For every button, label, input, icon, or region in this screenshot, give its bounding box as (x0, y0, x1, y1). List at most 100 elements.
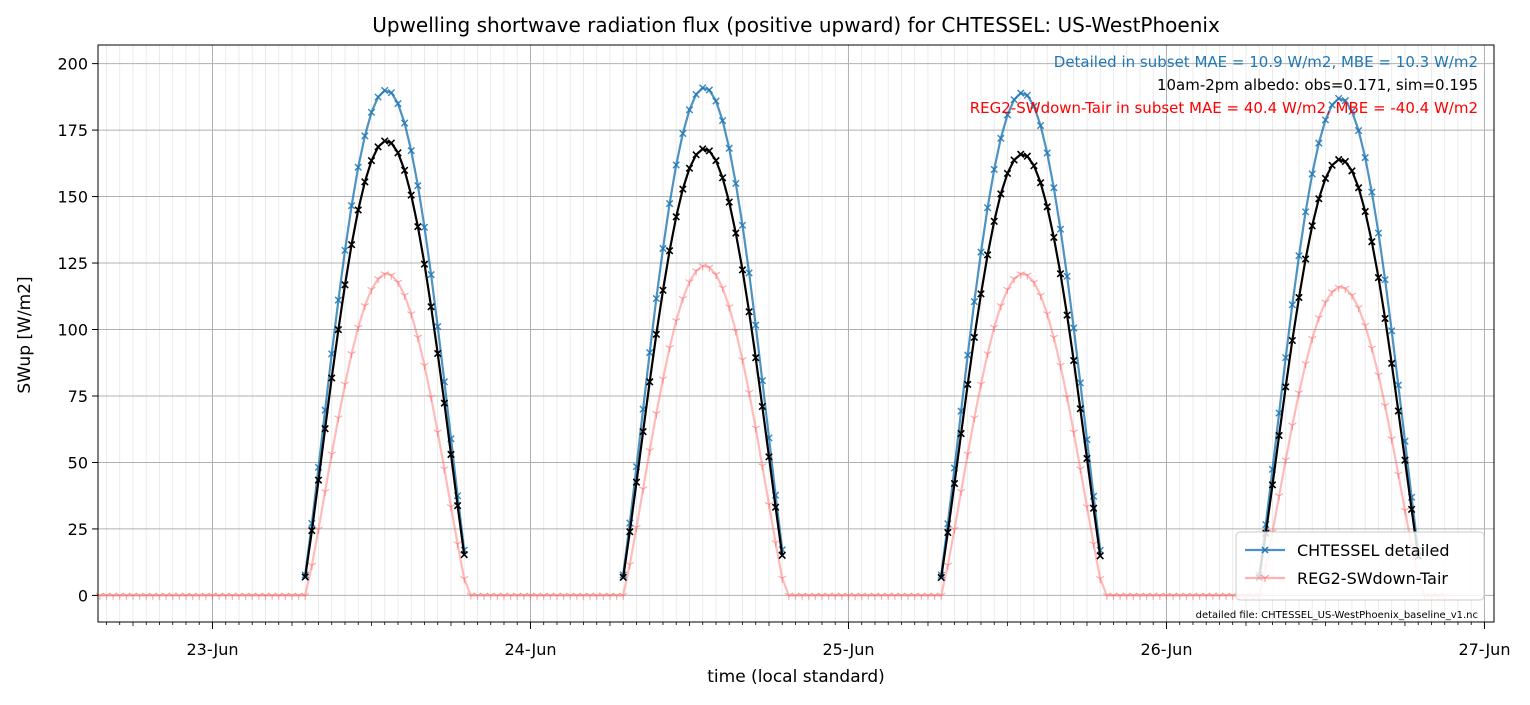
point-observed (341, 281, 349, 289)
point-reg2 (698, 263, 707, 271)
point-observed (1368, 237, 1376, 246)
point-detailed (1321, 116, 1330, 124)
point-reg2 (1096, 575, 1105, 584)
series-detailed (301, 84, 1422, 579)
point-detailed (387, 88, 396, 97)
point-reg2 (1387, 436, 1396, 444)
point-observed (414, 222, 422, 231)
point-reg2 (426, 394, 436, 402)
point-observed (957, 429, 965, 438)
point-reg2 (1367, 345, 1377, 353)
x-tick-label: 23-Jun (186, 640, 238, 659)
point-observed (1407, 505, 1416, 514)
point-detailed (672, 161, 680, 169)
point-detailed (394, 99, 402, 108)
point-observed (447, 450, 455, 459)
point-reg2 (1354, 304, 1363, 313)
point-detailed (1043, 149, 1051, 157)
point-reg2 (705, 264, 714, 272)
point-detailed (685, 106, 694, 114)
point-observed (1321, 174, 1330, 183)
point-reg2 (387, 272, 396, 280)
point-observed (1275, 431, 1283, 440)
point-detailed (334, 296, 343, 304)
point-observed (1089, 504, 1098, 513)
point-reg2 (685, 279, 694, 287)
point-reg2 (446, 503, 456, 512)
point-detailed (1023, 91, 1032, 100)
point-observed (1394, 407, 1403, 415)
point-observed (1328, 161, 1336, 170)
point-observed (400, 166, 409, 175)
point-detailed (1348, 107, 1356, 116)
point-detailed (738, 221, 747, 230)
point-observed (367, 156, 376, 165)
point-observed (1010, 156, 1018, 164)
point-detailed (1374, 229, 1383, 237)
point-observed (679, 185, 687, 193)
point-detailed (679, 129, 687, 138)
point-detailed (1315, 139, 1323, 147)
point-observed (1076, 405, 1085, 413)
point-reg2 (1043, 311, 1052, 319)
point-observed (997, 190, 1005, 198)
point-observed (765, 453, 773, 461)
point-reg2 (1380, 402, 1390, 411)
point-detailed (1063, 272, 1071, 281)
point-reg2 (956, 488, 966, 497)
point-reg2 (691, 268, 701, 276)
series-layer (95, 84, 1449, 600)
point-detailed (347, 201, 356, 210)
point-observed (692, 151, 700, 159)
x-axis-label: time (local standard) (707, 667, 885, 687)
point-detailed (367, 108, 376, 117)
point-detailed (970, 297, 979, 306)
point-observed (440, 399, 449, 407)
point-detailed (414, 181, 422, 190)
point-detailed (380, 86, 389, 95)
point-detailed (1069, 324, 1078, 332)
annotation-detailed: Detailed in subset MAE = 10.9 W/m2, MBE … (1054, 53, 1478, 71)
point-reg2 (1009, 275, 1019, 284)
point-reg2 (1281, 457, 1290, 465)
point-observed (712, 156, 720, 165)
point-detailed (745, 269, 753, 277)
point-reg2 (970, 415, 979, 423)
point-observed (380, 137, 389, 145)
point-detailed (990, 165, 998, 174)
point-detailed (659, 244, 667, 253)
point-observed (314, 476, 323, 484)
point-observed (354, 206, 362, 214)
legend-marker-reg2 (1260, 574, 1270, 582)
point-observed (327, 374, 336, 382)
point-detailed (1354, 126, 1363, 135)
chart-title: Upwelling shortwave radiation flux (posi… (372, 13, 1220, 37)
point-reg2 (1347, 292, 1357, 300)
point-reg2 (453, 541, 462, 549)
point-reg2 (433, 429, 442, 437)
point-reg2 (950, 526, 959, 534)
point-observed (1043, 203, 1051, 211)
point-detailed (1368, 188, 1376, 196)
point-observed (387, 139, 396, 147)
point-observed (427, 302, 435, 311)
y-tick-label: 125 (57, 254, 88, 273)
point-reg2 (1334, 284, 1343, 292)
point-observed (301, 573, 309, 581)
point-detailed (1295, 252, 1303, 260)
point-observed (347, 240, 356, 249)
annotation-reg2: REG2-SWdown-Tair in subset MAE = 40.4 W/… (970, 99, 1478, 117)
point-observed (758, 402, 767, 411)
series-observed (301, 137, 1422, 582)
point-detailed (712, 97, 720, 105)
point-detailed (1056, 225, 1065, 233)
x-tick-label: 24-Jun (504, 640, 556, 659)
legend: CHTESSEL detailed REG2-SWdown-Tair (1235, 531, 1485, 601)
point-observed (1050, 233, 1058, 242)
point-reg2 (1321, 299, 1330, 307)
point-reg2 (301, 592, 310, 600)
point-observed (665, 247, 674, 255)
annotation-albedo: 10am-2pm albedo: obs=0.171, sim=0.195 (1157, 76, 1478, 94)
point-detailed (1394, 381, 1403, 389)
point-observed (771, 503, 780, 512)
